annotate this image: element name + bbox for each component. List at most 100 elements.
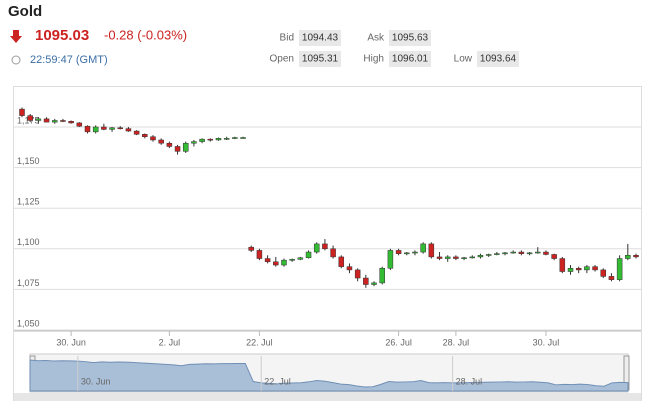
candle-body xyxy=(281,259,287,266)
candle-body xyxy=(518,251,525,254)
y-tick-label: 1,100 xyxy=(17,237,40,247)
scrollbar[interactable] xyxy=(14,393,641,401)
candle-body xyxy=(346,266,353,271)
x-tick-label: 28. Jul xyxy=(443,337,470,347)
field-label: Ask xyxy=(367,33,385,44)
candle-body xyxy=(240,137,246,139)
x-tick-label: 22. Jul xyxy=(246,337,273,347)
candle-body xyxy=(68,121,74,124)
candle-body xyxy=(461,257,467,259)
candle-body xyxy=(469,256,476,259)
navigator-label: 22. Jul xyxy=(264,376,291,386)
candle-body xyxy=(502,252,508,255)
candle-body xyxy=(354,269,361,279)
x-tick-label: 2. Jul xyxy=(159,337,181,347)
change: -0.28 (-0.03%) xyxy=(104,27,187,42)
candle-body xyxy=(404,252,410,255)
candle-body xyxy=(551,254,557,259)
field-value: 1095.63 xyxy=(392,33,429,44)
candle-body xyxy=(379,268,385,284)
candle-body xyxy=(232,137,238,139)
candle-body xyxy=(150,136,156,141)
instrument-name: Gold xyxy=(8,3,42,20)
candle-body xyxy=(592,266,598,271)
candle-body xyxy=(363,277,369,285)
candle-body xyxy=(608,276,615,280)
field-value: 1095.31 xyxy=(302,54,339,65)
candle-body xyxy=(395,250,402,254)
candle-body xyxy=(158,139,164,144)
y-tick-label: 1,125 xyxy=(17,197,40,207)
candle-body xyxy=(338,256,345,267)
field-box xyxy=(299,51,341,67)
field-label: Open xyxy=(270,54,294,65)
candle-body xyxy=(428,243,435,258)
candle-body xyxy=(575,268,582,271)
candle-body xyxy=(567,268,574,272)
x-tick-label: 30. Jun xyxy=(56,337,86,347)
candle-body xyxy=(51,120,58,123)
field-label: Low xyxy=(454,54,473,65)
time: 22:59:47 (GMT) xyxy=(30,54,108,66)
field-label: Bid xyxy=(280,33,294,44)
candle-body xyxy=(633,255,639,258)
field-box xyxy=(299,30,341,46)
candle-body xyxy=(109,127,115,130)
candle-body xyxy=(444,256,451,259)
candle-body xyxy=(27,115,33,121)
candle-body xyxy=(84,125,91,133)
candle-body xyxy=(420,243,426,253)
candle-body xyxy=(174,146,181,152)
candle-body xyxy=(436,256,443,259)
candle-body xyxy=(559,258,566,272)
candle-body xyxy=(412,251,418,254)
x-tick-label: 26. Jul xyxy=(385,337,412,347)
candle-body xyxy=(297,257,304,260)
candle-body xyxy=(494,253,500,255)
field-value: 1094.43 xyxy=(302,33,339,44)
y-tick-label: 1,075 xyxy=(17,278,40,288)
candle-body xyxy=(43,118,50,123)
navigator-label: 28. Jul xyxy=(456,376,483,386)
candle-body xyxy=(600,269,607,277)
clock-icon xyxy=(11,55,21,65)
candle-body xyxy=(330,248,336,258)
candle-body xyxy=(510,251,516,254)
candle-body xyxy=(19,108,25,116)
candle-body xyxy=(223,138,230,140)
candle-body xyxy=(625,255,631,259)
field-label: High xyxy=(363,54,384,65)
field-box xyxy=(477,51,519,67)
candle-body xyxy=(477,255,484,258)
candle-body xyxy=(191,141,197,144)
navigator-label: 30. Jun xyxy=(81,376,111,386)
candle-body xyxy=(485,254,492,256)
candle-body xyxy=(92,126,99,133)
candle-body xyxy=(125,128,132,132)
candle-body xyxy=(371,282,377,285)
candle-body xyxy=(256,250,263,259)
price: 1095.03 xyxy=(35,27,89,44)
candle-body xyxy=(264,258,271,263)
candle-body xyxy=(616,258,623,280)
field-value: 1096.01 xyxy=(392,54,429,65)
candle-body xyxy=(535,251,541,254)
candle-body xyxy=(584,266,590,271)
candle-body xyxy=(526,252,533,255)
candle-body xyxy=(453,256,459,259)
field-value: 1093.64 xyxy=(480,54,517,65)
candle-body xyxy=(322,243,328,250)
candle-body xyxy=(35,118,42,121)
candle-body xyxy=(273,261,279,266)
candle-body xyxy=(60,120,66,122)
candle-body xyxy=(543,251,549,255)
y-tick-label: 1,050 xyxy=(17,318,40,328)
x-tick-label: 30. Jul xyxy=(533,337,560,347)
candle-body xyxy=(387,250,394,269)
candle-body xyxy=(117,127,123,130)
candle-body xyxy=(142,134,148,137)
candle-body xyxy=(166,142,173,147)
candle-body xyxy=(305,251,312,258)
field-box xyxy=(389,30,431,46)
candle-body xyxy=(199,138,205,142)
